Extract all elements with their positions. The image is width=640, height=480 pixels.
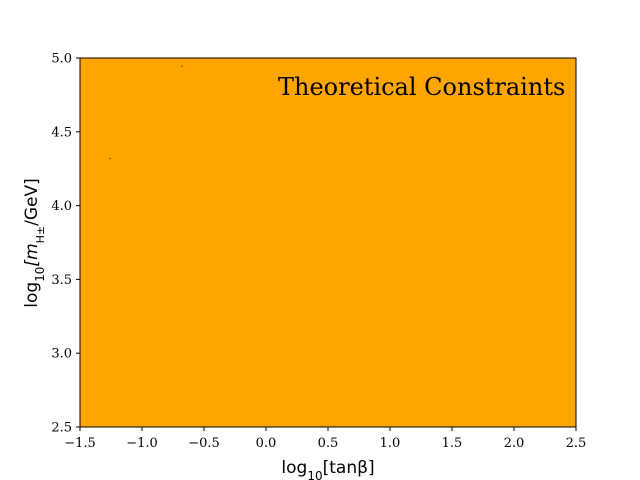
y-tick-label: 3.5 — [51, 273, 72, 288]
x-tick-label: −0.5 — [188, 436, 220, 451]
y-axis-label: log10[mH±/GeV] — [22, 178, 47, 308]
y-tick-label: 4.5 — [51, 125, 72, 140]
y-tick-label: 2.5 — [51, 421, 72, 436]
y-axis: 2.5 3.0 3.5 4.0 4.5 5.0 — [51, 52, 80, 436]
x-tick-label: 1.0 — [380, 436, 401, 451]
artifact-points — [109, 65, 183, 160]
x-tick-label: −1.5 — [64, 436, 96, 451]
y-tick-label: 4.0 — [51, 199, 72, 214]
plot-region — [80, 58, 576, 427]
y-tick-label: 3.0 — [51, 347, 72, 362]
x-tick-label: −1.0 — [126, 436, 158, 451]
x-axis: −1.5 −1.0 −0.5 0.0 0.5 1.0 1.5 2.0 2.5 — [64, 427, 586, 451]
x-tick-label: 0.5 — [318, 436, 339, 451]
annotation-text: Theoretical Constraints — [278, 73, 565, 101]
artifact-point — [109, 157, 111, 160]
x-tick-label: 0.0 — [256, 436, 277, 451]
x-axis-label: log10[tanβ] — [281, 458, 374, 480]
x-tick-label: 2.0 — [504, 436, 525, 451]
artifact-point — [181, 65, 183, 67]
y-tick-label: 5.0 — [51, 52, 72, 67]
x-tick-label: 1.5 — [442, 436, 463, 451]
x-tick-label: 2.5 — [566, 436, 587, 451]
